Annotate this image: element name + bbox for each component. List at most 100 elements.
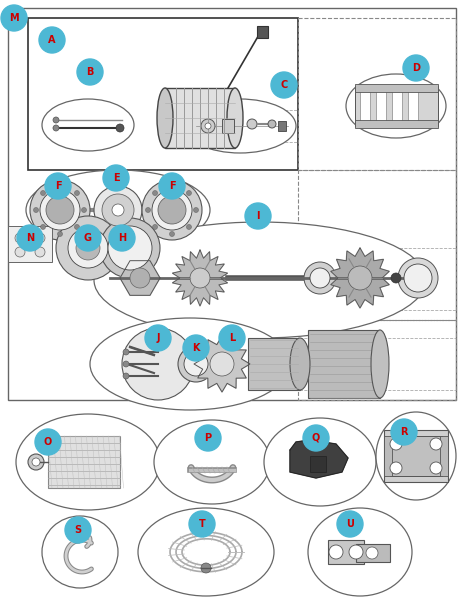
Ellipse shape (42, 516, 118, 588)
Text: R: R (400, 427, 407, 437)
Bar (354, 120, 437, 128)
Circle shape (205, 123, 211, 129)
Circle shape (270, 72, 296, 98)
Bar (8, 8, 455, 400)
Text: Q: Q (311, 433, 319, 443)
Bar (257, 26, 268, 38)
Ellipse shape (94, 222, 425, 338)
Text: T: T (198, 519, 205, 529)
Circle shape (103, 165, 129, 191)
Text: B: B (86, 67, 94, 77)
Circle shape (28, 454, 44, 470)
Circle shape (169, 231, 174, 236)
Ellipse shape (226, 88, 243, 148)
Circle shape (74, 225, 79, 230)
Text: L: L (228, 333, 235, 343)
Ellipse shape (345, 74, 445, 138)
Circle shape (40, 225, 45, 230)
Circle shape (184, 352, 207, 376)
Circle shape (303, 262, 335, 294)
Text: +: + (34, 239, 40, 245)
Circle shape (46, 196, 74, 224)
Polygon shape (330, 248, 388, 308)
Text: M: M (9, 13, 19, 23)
Bar (307, 330, 379, 398)
Circle shape (40, 190, 45, 195)
Circle shape (35, 247, 45, 257)
Circle shape (123, 349, 129, 355)
Bar (48, 436, 120, 488)
Circle shape (144, 325, 171, 351)
Bar (391, 90, 401, 122)
Circle shape (112, 204, 124, 216)
Circle shape (348, 545, 362, 559)
Circle shape (17, 225, 43, 251)
Text: F: F (169, 181, 175, 191)
Circle shape (186, 225, 191, 230)
Text: A: A (48, 35, 56, 45)
Ellipse shape (26, 170, 210, 250)
Circle shape (35, 429, 61, 455)
Ellipse shape (263, 418, 375, 506)
Circle shape (186, 190, 191, 195)
Text: N: N (26, 233, 34, 243)
Text: F: F (55, 181, 61, 191)
Circle shape (65, 517, 91, 543)
Circle shape (73, 530, 83, 540)
Text: J: J (156, 333, 159, 343)
Circle shape (1, 5, 27, 31)
Circle shape (268, 120, 275, 128)
Circle shape (45, 173, 71, 199)
Bar (327, 540, 363, 564)
Ellipse shape (307, 508, 411, 596)
Circle shape (102, 194, 134, 226)
Circle shape (390, 273, 400, 283)
Circle shape (32, 458, 40, 466)
Ellipse shape (138, 508, 274, 596)
Bar (439, 436, 447, 476)
Circle shape (200, 119, 214, 133)
Circle shape (302, 425, 328, 451)
Circle shape (219, 325, 244, 351)
Ellipse shape (184, 99, 295, 153)
Circle shape (30, 180, 90, 240)
Circle shape (53, 125, 59, 131)
Text: S: S (74, 525, 81, 535)
Circle shape (57, 231, 63, 236)
Text: +: + (14, 239, 20, 245)
Circle shape (389, 438, 401, 450)
Circle shape (328, 545, 342, 559)
Text: O: O (44, 437, 52, 447)
Bar (354, 86, 437, 126)
Circle shape (246, 119, 257, 129)
Circle shape (15, 233, 25, 243)
Circle shape (35, 233, 45, 243)
Circle shape (402, 55, 428, 81)
Bar (383, 436, 391, 476)
Text: P: P (204, 433, 211, 443)
Circle shape (76, 236, 100, 260)
Polygon shape (194, 336, 250, 392)
Circle shape (74, 190, 79, 195)
Circle shape (123, 361, 129, 367)
Polygon shape (172, 250, 227, 306)
Bar (355, 544, 389, 562)
Circle shape (77, 59, 103, 85)
Circle shape (56, 216, 120, 280)
Circle shape (122, 328, 194, 400)
Bar (359, 90, 369, 122)
Circle shape (53, 117, 59, 123)
Bar (277, 121, 285, 131)
Bar (297, 18, 455, 170)
Circle shape (429, 438, 441, 450)
Text: E: E (113, 173, 119, 183)
Text: H: H (118, 233, 126, 243)
Circle shape (169, 184, 174, 188)
Circle shape (210, 352, 233, 376)
Circle shape (189, 268, 210, 288)
Circle shape (152, 225, 157, 230)
Circle shape (429, 462, 441, 474)
Bar (8, 226, 52, 262)
Ellipse shape (156, 88, 173, 148)
Circle shape (40, 190, 80, 230)
